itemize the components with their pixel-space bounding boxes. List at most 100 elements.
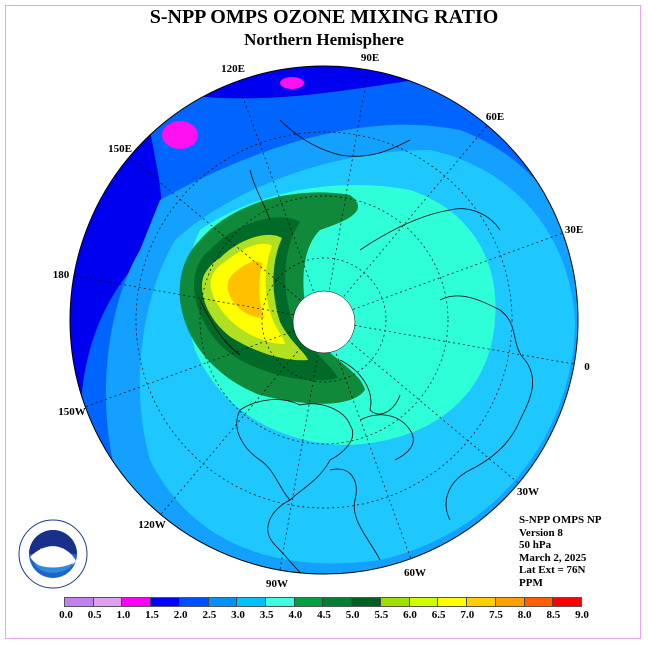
meridian-line [236, 81, 314, 291]
siberia-coast [359, 208, 501, 251]
colorbar-tick-label: 6.0 [403, 609, 417, 621]
kamchatka-coast [249, 169, 271, 221]
longitude-labels: 90E 60E 30E 0 30W 60W 90W 120W 150W 180 … [53, 52, 591, 590]
coastlines [199, 119, 533, 574]
lon-label-90w: 90W [266, 578, 288, 590]
colorbar-tick-label: 3.5 [259, 609, 274, 621]
colorbar-swatch [294, 598, 324, 606]
colorbar-swatch [409, 598, 439, 606]
lon-label-90e: 90E [361, 52, 379, 64]
latitude-circles [135, 131, 513, 509]
info-lat-ext: Lat Ext = 76N [519, 564, 586, 577]
colorbar-tick-label: 4.0 [288, 609, 303, 621]
colorbar-tick-label: 6.5 [431, 609, 446, 621]
latitude-circle-60 [199, 195, 449, 445]
colorbar-tick-label: 0.0 [59, 609, 73, 621]
latitude-circle-75 [261, 257, 387, 383]
polar-data-gap [292, 290, 356, 354]
colorbar-tick-label: 7.0 [460, 609, 475, 621]
colorbar-tick-label: 0.5 [87, 609, 102, 621]
colorbar-tick-label: 2.0 [173, 609, 188, 621]
lon-label-60e: 60E [486, 111, 504, 123]
colorbar-labels: 0.0 0.5 1.0 1.5 2.0 2.5 3.0 3.5 4.0 4.5 5.0 5.5 6.0 6… [0, 609, 648, 623]
colorbar-swatch [467, 598, 496, 606]
lon-label-150e: 150E [108, 143, 132, 155]
ozone-field [70, 66, 578, 574]
meridian-line [353, 232, 563, 310]
colorbar-swatch [65, 598, 94, 606]
meridian-line [73, 275, 294, 315]
colorbar-swatch [122, 598, 152, 606]
africa-coast [445, 419, 521, 521]
info-units: PPM [519, 576, 543, 589]
colorbar-swatch [208, 598, 238, 606]
lon-label-30w: 30W [517, 486, 539, 498]
asia-coast [279, 119, 411, 157]
globe-outline [69, 65, 579, 575]
florida-coast [329, 468, 381, 561]
colorbar-tick-label: 7.5 [489, 609, 503, 621]
info-block: S-NPP OMPS NP Version 8 50 hPa March 2, … [519, 514, 602, 590]
north-america-west-coast [236, 409, 291, 501]
colorbar [64, 597, 582, 607]
noaa-logo: NOAA [18, 519, 88, 589]
meridian-line [343, 125, 488, 297]
colorbar-tick-label: 5.0 [345, 609, 360, 621]
meridian-line [329, 69, 369, 290]
meridian-line [129, 156, 301, 301]
ozone-level-6.5-7.0 [227, 261, 264, 318]
ozone-level-1.0-1.5-blob [280, 77, 304, 89]
lon-label-180: 180 [53, 269, 70, 281]
info-date: March 2, 2025 [519, 551, 587, 564]
colorbar-swatch [93, 598, 123, 606]
colorbar-tick-label: 9.0 [575, 609, 589, 621]
ozone-level-1.0-1.5-blob [162, 121, 198, 149]
meridian-lines [73, 69, 575, 571]
colorbar-swatch [495, 598, 525, 606]
colorbar-tick-label: 3.0 [231, 609, 245, 621]
colorbar-swatch [266, 598, 295, 606]
colorbar-swatch [380, 598, 410, 606]
lon-label-0: 0 [584, 361, 590, 373]
info-pressure: 50 hPa [519, 539, 552, 552]
meridian-line [334, 349, 412, 559]
colorbar-tick-label: 1.5 [145, 609, 159, 621]
meridian-line [347, 339, 519, 484]
colorbar-swatch [438, 598, 468, 606]
colorbar-swatch [151, 598, 180, 606]
meridian-line [279, 350, 319, 571]
colorbar-swatch [553, 598, 581, 606]
info-product: S-NPP OMPS NP [519, 514, 602, 526]
noaa-logo-text: NOAA [40, 547, 67, 557]
page-title: S-NPP OMPS OZONE MIXING RATIO [149, 6, 499, 28]
info-version: Version 8 [519, 526, 563, 539]
latitude-circle-45 [135, 131, 513, 509]
lon-label-30e: 30E [565, 224, 583, 236]
meridian-line [354, 325, 575, 365]
colorbar-tick-label: 8.5 [546, 609, 561, 621]
lon-label-120e: 120E [221, 63, 245, 75]
colorbar-swatch [179, 598, 209, 606]
colorbar-tick-label: 5.5 [374, 609, 389, 621]
europe-coast [439, 295, 533, 421]
alaska-coast [199, 299, 241, 356]
colorbar-tick-label: 2.5 [202, 609, 217, 621]
lon-label-120w: 120W [138, 519, 166, 531]
north-america-coast [239, 399, 353, 574]
colorbar-swatch [524, 598, 554, 606]
colorbar-tick-label: 8.0 [517, 609, 532, 621]
meridian-line [85, 330, 295, 408]
colorbar-swatch [323, 598, 353, 606]
colorbar-swatch [352, 598, 381, 606]
labrador-coast [359, 414, 414, 461]
lon-label-150w: 150W [58, 406, 86, 418]
page-subtitle: Northern Hemisphere [244, 30, 404, 49]
meridian-line [160, 343, 305, 515]
colorbar-tick-label: 1.0 [116, 609, 131, 621]
colorbar-swatch [237, 598, 267, 606]
greenland-coast [339, 359, 401, 415]
page-frame [5, 5, 641, 639]
lon-label-60w: 60W [404, 567, 426, 579]
